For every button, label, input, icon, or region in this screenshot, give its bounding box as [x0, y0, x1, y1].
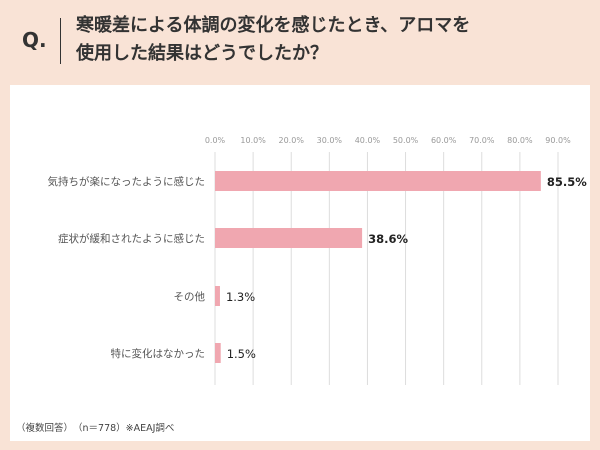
value-label: 1.5%: [227, 347, 256, 361]
bar: [215, 228, 363, 248]
question-text: 寒暖差による体調の変化を感じたとき、アロマを 使用した結果はどうでしたか？: [76, 15, 471, 64]
x-tick-label: 0.0%: [205, 136, 226, 145]
x-tick-label: 50.0%: [393, 136, 419, 145]
category-label: 症状が緩和されたように感じた: [58, 232, 205, 245]
bar: [215, 343, 221, 363]
x-tick-label: 10.0%: [240, 136, 266, 145]
footnote: （複数回答） （n＝778）※AEAJ調べ: [16, 423, 175, 434]
value-label: 1.3%: [226, 290, 255, 304]
x-tick-label: 70.0%: [469, 136, 495, 145]
bar: [215, 286, 220, 306]
x-tick-label: 30.0%: [317, 136, 343, 145]
x-tick-label: 40.0%: [355, 136, 381, 145]
x-tick-label: 80.0%: [507, 136, 533, 145]
question-prefix: Q.: [22, 28, 47, 52]
x-tick-label: 90.0%: [545, 136, 571, 145]
x-tick-label: 60.0%: [431, 136, 457, 145]
bar: [215, 171, 541, 191]
category-label: 特に変化はなかった: [111, 347, 206, 360]
question-header: Q. 寒暖差による体調の変化を感じたとき、アロマを 使用した結果はどうでしたか？: [0, 0, 600, 82]
chart-panel: [10, 85, 590, 441]
category-label: 気持ちが楽になったように感じた: [48, 175, 206, 188]
x-tick-label: 20.0%: [279, 136, 305, 145]
value-label: 85.5%: [547, 175, 587, 189]
category-label: その他: [174, 290, 206, 303]
value-label: 38.6%: [368, 232, 408, 246]
header-divider: [60, 18, 61, 64]
